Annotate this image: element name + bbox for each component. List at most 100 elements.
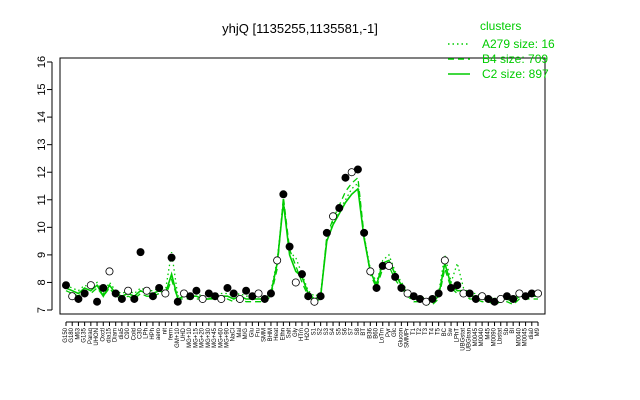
- data-point: [391, 272, 400, 281]
- x-tick-label: G135: [82, 327, 88, 342]
- x-tick-label: Sw: [448, 327, 454, 336]
- x-tick-label: Lbstat: [498, 328, 504, 345]
- y-tick-label: 9: [36, 252, 48, 258]
- x-tick-label: S4: [330, 327, 336, 335]
- data-point: [534, 289, 543, 298]
- data-point: [229, 289, 238, 298]
- data-point: [80, 289, 89, 298]
- data-point: [242, 286, 251, 295]
- x-tick-label: G150: [63, 327, 69, 342]
- data-point: [297, 270, 306, 279]
- x-tick-label: MG+10: [187, 327, 193, 348]
- x-tick-label: S7: [349, 327, 355, 335]
- x-tick-label: S8: [355, 327, 361, 335]
- data-point: [397, 283, 406, 292]
- chart-title: yhjQ [1135255,1135581,-1]: [222, 21, 378, 36]
- data-point: [223, 283, 232, 292]
- x-tick-label: MG+60: [218, 327, 224, 348]
- x-tick-label: M0040: [516, 327, 522, 346]
- x-tick-label: UBGstat: [460, 328, 466, 351]
- x-tick-label: Gly: [293, 328, 299, 337]
- data-point: [99, 283, 108, 292]
- data-point: [173, 297, 182, 306]
- data-point: [372, 283, 381, 292]
- x-tick-label: B36: [367, 327, 373, 338]
- x-tick-label: LPhT: [454, 328, 460, 343]
- data-point: [329, 212, 338, 221]
- y-tick-label: 12: [36, 166, 48, 178]
- x-tick-label: Glc: [392, 328, 398, 337]
- x-tick-label: MG+90: [224, 327, 230, 348]
- data-point: [509, 294, 518, 303]
- x-tick-label: BI: [510, 328, 516, 334]
- legend-entry: C2 size: 897: [482, 67, 549, 81]
- x-tick-label: Ethn: [280, 328, 286, 340]
- x-tick-label: S5: [336, 327, 342, 335]
- data-point: [384, 261, 393, 270]
- x-tick-label: S1: [311, 327, 317, 335]
- x-tick-label: M0040: [479, 327, 485, 346]
- x-tick-label: ferm: [169, 328, 175, 340]
- x-tick-label: SMMPr: [405, 328, 411, 348]
- data-point: [254, 289, 263, 298]
- x-tick-label: Oxctl: [100, 328, 106, 342]
- x-axis: G150 G180 M63 G135 Paraq UHON Oxctl dia15 Diam di…: [63, 321, 541, 351]
- x-tick-label: Sb: [504, 327, 510, 335]
- x-tick-label: BC: [442, 327, 448, 336]
- x-tick-label: Glucon: [398, 328, 404, 347]
- y-axis: 7 8 9 10 11 12 13 14 15 16: [36, 56, 53, 313]
- data-point: [130, 294, 139, 303]
- series-line-dashed: [65, 176, 538, 306]
- y-tick-label: 15: [36, 83, 48, 95]
- x-tick-label: Pyr: [386, 328, 392, 337]
- data-point: [465, 289, 474, 298]
- x-tick-label: nit: [162, 328, 168, 335]
- data-point: [285, 242, 294, 251]
- x-tick-label: GM+10: [175, 327, 181, 348]
- legend-entry: A279 size: 16: [482, 37, 555, 51]
- data-point: [279, 190, 288, 199]
- x-tick-label: M45: [485, 327, 491, 339]
- y-tick-label: 7: [36, 307, 48, 313]
- x-tick-label: M/G: [243, 328, 249, 340]
- x-tick-label: LPh: [144, 328, 150, 339]
- x-tick-label: T1: [411, 327, 417, 335]
- x-tick-label: Glu: [249, 328, 255, 337]
- legend-entry: B4 size: 709: [482, 52, 548, 66]
- data-point: [117, 294, 126, 303]
- data-point: [124, 286, 133, 295]
- data-point: [453, 281, 462, 290]
- data-point: [440, 256, 449, 265]
- x-tick-label: B60: [374, 327, 380, 338]
- data-point: [74, 294, 83, 303]
- x-tick-label: Cold: [131, 328, 137, 340]
- x-tick-label: Mal: [237, 328, 243, 338]
- x-tick-label: MG+20: [200, 327, 206, 348]
- data-point: [434, 289, 443, 298]
- points-layer: [62, 165, 543, 306]
- y-tick-label: 13: [36, 139, 48, 151]
- x-tick-label: T3: [423, 327, 429, 335]
- data-point: [322, 228, 331, 237]
- data-point: [266, 289, 275, 298]
- x-tick-label: M0045: [523, 327, 529, 346]
- x-tick-label: HTm: [299, 328, 305, 341]
- x-tick-label: S6: [342, 327, 348, 335]
- data-point: [198, 294, 207, 303]
- data-point: [142, 286, 151, 295]
- data-point: [291, 278, 300, 287]
- data-point: [148, 292, 157, 301]
- data-point: [192, 286, 201, 295]
- x-tick-label: UBGtran: [467, 328, 473, 351]
- x-tick-label: dia15: [106, 327, 112, 342]
- data-point: [62, 281, 71, 290]
- x-tick-label: M63: [75, 327, 81, 339]
- x-tick-label: S2: [318, 327, 324, 335]
- data-point: [353, 165, 362, 174]
- data-point: [235, 294, 244, 303]
- data-point: [366, 267, 375, 276]
- x-tick-label: dia0: [529, 327, 535, 339]
- x-tick-label: C90: [125, 327, 131, 339]
- data-point: [260, 294, 269, 303]
